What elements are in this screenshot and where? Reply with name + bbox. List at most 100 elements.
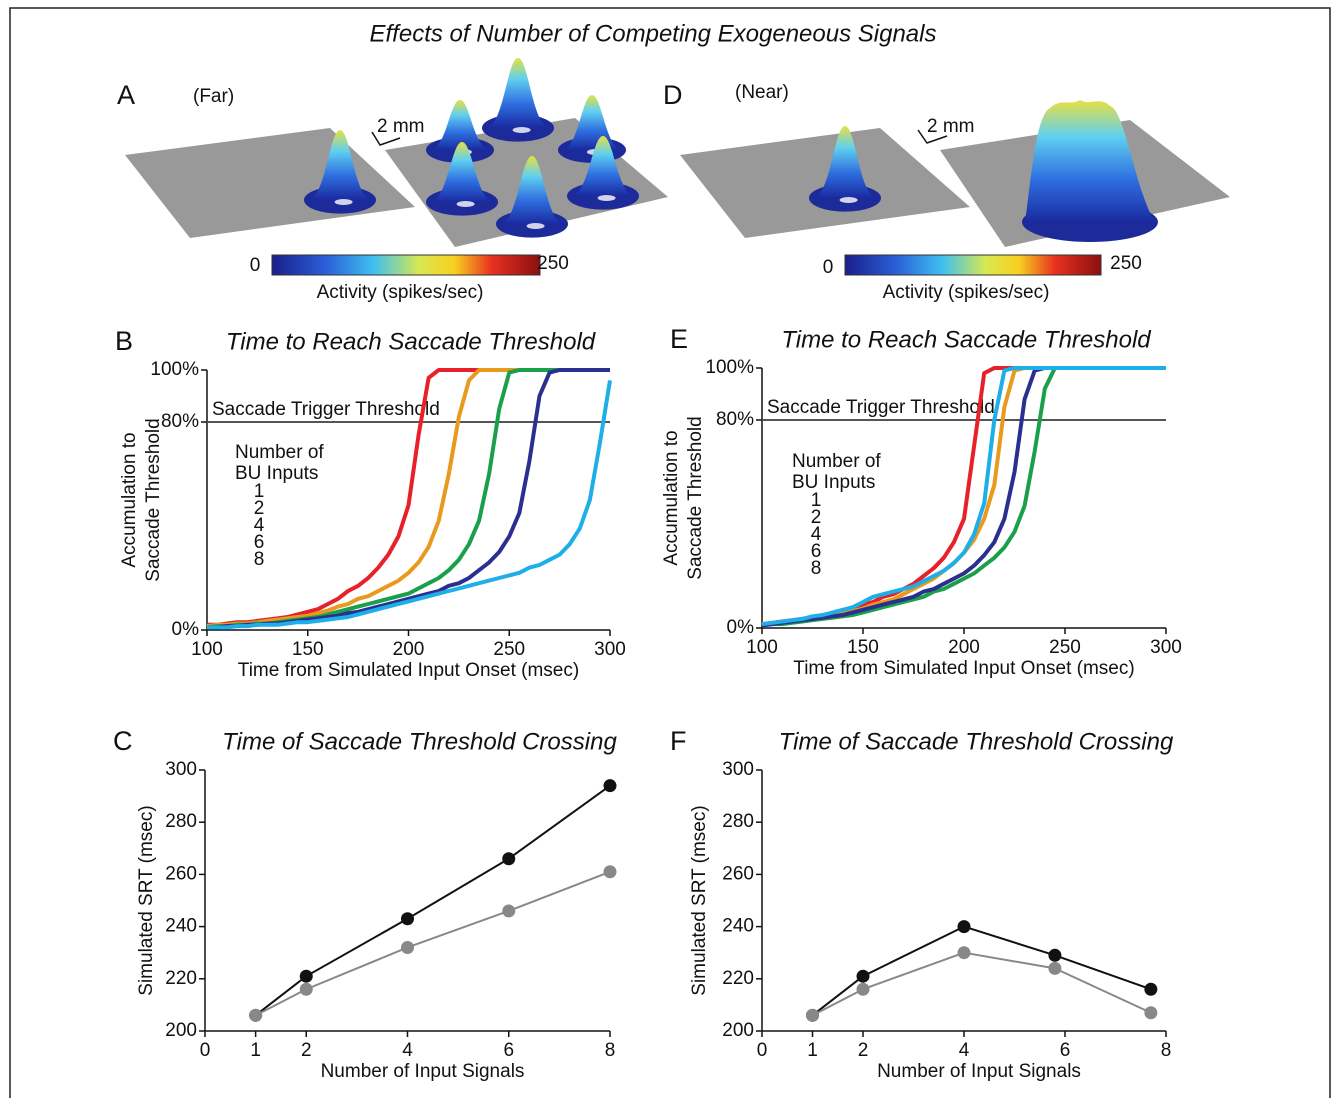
x-tick-label: 100 xyxy=(191,639,223,660)
chart: B Time to Reach Saccade Threshold 0% 80% 100… xyxy=(115,326,626,681)
x-tick-label: 300 xyxy=(594,639,626,660)
chart: C Time of Saccade Threshold Crossing20022… xyxy=(113,726,617,1082)
figure-title: Effects of Number of Competing Exogeneou… xyxy=(370,20,937,47)
colorbar-max: 250 xyxy=(1110,253,1142,274)
y-tick-label: 0% xyxy=(172,619,200,640)
x-tick-label: 2 xyxy=(301,1040,312,1061)
data-point xyxy=(856,969,870,983)
peak xyxy=(1025,100,1155,222)
legend-entry: 2 xyxy=(811,507,822,528)
legend-entry: 1 xyxy=(811,490,822,511)
data-point xyxy=(603,865,617,879)
legend-entry: 6 xyxy=(254,532,265,553)
chart-title: Time to Reach Saccade Threshold xyxy=(781,326,1151,353)
colorbar xyxy=(271,254,541,276)
panel-label: (Far) xyxy=(193,86,234,107)
x-tick-label: 0 xyxy=(200,1040,211,1061)
y-tick-label: 300 xyxy=(165,759,197,780)
colorbar-label: Activity (spikes/sec) xyxy=(883,282,1050,303)
frame xyxy=(9,7,1331,1098)
data-point xyxy=(299,969,313,983)
peak-highlight xyxy=(456,201,475,207)
y-tick-label: 220 xyxy=(722,968,754,989)
y-tick-label: 300 xyxy=(722,759,754,780)
data-point xyxy=(957,946,971,960)
panel-letter: A xyxy=(117,80,135,110)
peak-highlight xyxy=(512,127,531,133)
peak xyxy=(812,126,878,198)
panel-letter: E xyxy=(670,324,688,354)
y-tick-label: 200 xyxy=(165,1020,197,1041)
legend-entry: 4 xyxy=(254,515,265,536)
data-point xyxy=(1048,948,1062,962)
colorbar-label: Activity (spikes/sec) xyxy=(317,282,484,303)
plane xyxy=(680,128,970,238)
y-axis-label: Saccade Threshold xyxy=(685,416,706,579)
legend-entry: 8 xyxy=(254,549,265,570)
data-point xyxy=(1144,1006,1158,1020)
scale-bar xyxy=(917,129,948,144)
data-point xyxy=(249,1008,263,1022)
data-point xyxy=(856,982,870,996)
peak-highlight xyxy=(839,197,858,203)
y-tick-label: 0% xyxy=(727,617,755,638)
colorbar-min: 0 xyxy=(250,255,261,276)
x-tick-label: 6 xyxy=(503,1040,514,1061)
panel-label: (Near) xyxy=(735,82,789,103)
colorbar-max: 250 xyxy=(537,253,569,274)
data-point xyxy=(401,940,414,954)
legend-title: BU Inputs xyxy=(235,463,318,484)
y-axis-label: Simulated SRT (msec) xyxy=(136,805,157,995)
legend-entry: 1 xyxy=(254,481,265,502)
x-tick-label: 0 xyxy=(757,1040,768,1061)
data-point xyxy=(957,920,971,934)
threshold-label: Saccade Trigger Threshold xyxy=(212,399,440,420)
data-point xyxy=(1048,961,1062,975)
x-axis-label: Time from Simulated Input Onset (msec) xyxy=(793,658,1134,679)
x-tick-label: 200 xyxy=(948,637,980,658)
y-tick-label: 260 xyxy=(722,863,754,884)
chart-title: Time to Reach Saccade Threshold xyxy=(226,328,596,355)
y-tick-label: 200 xyxy=(722,1020,754,1041)
legend-entry: 6 xyxy=(811,541,822,562)
threshold-label: Saccade Trigger Threshold xyxy=(767,397,995,418)
chart-title: Time of Saccade Threshold Crossing xyxy=(779,728,1174,755)
scale-label: 2 mm xyxy=(377,116,425,137)
x-tick-label: 1 xyxy=(250,1040,261,1061)
legend-entry: 4 xyxy=(811,524,822,545)
peak xyxy=(561,95,623,150)
y-tick-label: 80% xyxy=(716,409,754,430)
colorbar-min: 0 xyxy=(823,257,834,278)
data-point xyxy=(1144,982,1158,996)
y-tick-label: 100% xyxy=(150,359,199,380)
data-point xyxy=(603,779,617,793)
peak xyxy=(499,156,565,224)
series-line xyxy=(207,380,612,630)
x-tick-label: 4 xyxy=(959,1040,970,1061)
x-tick-label: 8 xyxy=(1161,1040,1172,1061)
y-axis-label: Saccade Threshold xyxy=(143,418,164,581)
legend-title: Number of xyxy=(792,451,881,472)
legend-title: BU Inputs xyxy=(792,472,875,493)
x-axis-label: Time from Simulated Input Onset (msec) xyxy=(238,660,579,681)
x-axis-label: Number of Input Signals xyxy=(321,1061,525,1082)
chart: E Time to Reach Saccade Threshold 0% 80% 100… xyxy=(661,324,1182,679)
x-tick-label: 150 xyxy=(292,639,324,660)
panel-letter: B xyxy=(115,326,133,356)
y-tick-label: 280 xyxy=(722,811,754,832)
y-axis-label: Accumulation to xyxy=(119,432,140,567)
plane xyxy=(125,128,415,238)
series-line xyxy=(761,366,1166,627)
x-tick-label: 150 xyxy=(847,637,879,658)
y-tick-label: 240 xyxy=(165,916,197,937)
x-tick-label: 300 xyxy=(1150,637,1182,658)
panel-letter: F xyxy=(670,726,687,756)
colorbar xyxy=(844,254,1102,276)
data-point xyxy=(502,904,516,918)
y-tick-label: 280 xyxy=(165,811,197,832)
y-tick-label: 260 xyxy=(165,863,197,884)
y-axis-label: Accumulation to xyxy=(661,430,682,565)
data-point xyxy=(299,982,313,996)
data-point xyxy=(806,1008,819,1022)
